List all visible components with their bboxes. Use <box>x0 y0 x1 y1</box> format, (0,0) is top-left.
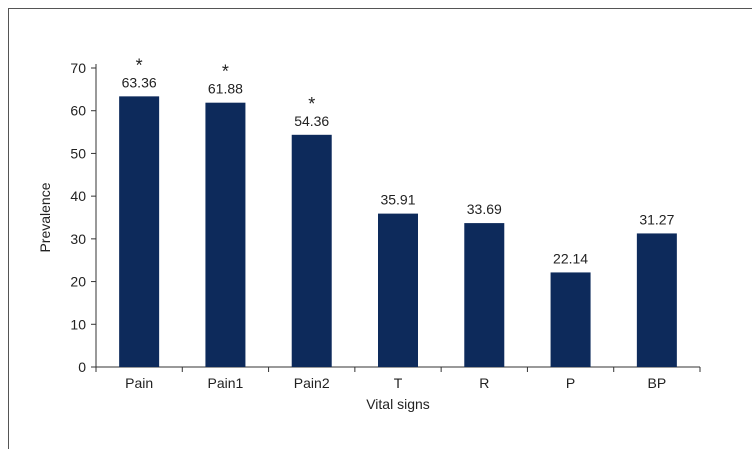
y-axis-title: Prevalence <box>37 182 53 252</box>
y-tick-label: 40 <box>70 188 86 204</box>
bar-value-label: 22.14 <box>553 250 588 266</box>
x-tick-label: Pain1 <box>208 375 244 391</box>
significance-marker: * <box>222 62 229 82</box>
x-tick-label: T <box>394 375 403 391</box>
y-tick-label: 60 <box>70 103 86 119</box>
x-axis-title: Vital signs <box>366 396 430 412</box>
y-tick-label: 10 <box>70 316 86 332</box>
y-tick-label: 70 <box>70 60 86 76</box>
bar <box>205 102 246 368</box>
bar <box>119 96 160 367</box>
significance-marker: * <box>308 94 315 114</box>
significance-marker: * <box>136 55 143 75</box>
bar-value-label: 31.27 <box>639 211 674 227</box>
bar <box>464 223 505 367</box>
bar-value-label: 33.69 <box>467 201 502 217</box>
bar <box>636 233 677 367</box>
bar <box>291 134 332 367</box>
x-tick-label: P <box>566 375 575 391</box>
bar-value-label: 61.88 <box>208 81 243 97</box>
y-tick-label: 20 <box>70 274 86 290</box>
x-tick-label: Pain2 <box>294 375 330 391</box>
x-tick-label: BP <box>648 375 667 391</box>
y-axis-ticks: 0 10 20 30 40 50 60 70 <box>70 60 96 375</box>
bar-value-label: 54.36 <box>294 113 329 129</box>
bar-value-label: 63.36 <box>122 74 157 90</box>
y-tick-label: 30 <box>70 231 86 247</box>
x-tick-label: R <box>479 375 489 391</box>
x-tick-label: Pain <box>125 375 153 391</box>
y-tick-label: 50 <box>70 145 86 161</box>
bar <box>550 272 591 367</box>
y-tick-label: 0 <box>78 359 86 375</box>
figure-frame <box>8 8 752 449</box>
bar-value-label: 35.91 <box>380 192 415 208</box>
bar <box>378 213 418 367</box>
x-axis-ticks: Pain Pain1 Pain2 T R P BP <box>95 367 701 391</box>
